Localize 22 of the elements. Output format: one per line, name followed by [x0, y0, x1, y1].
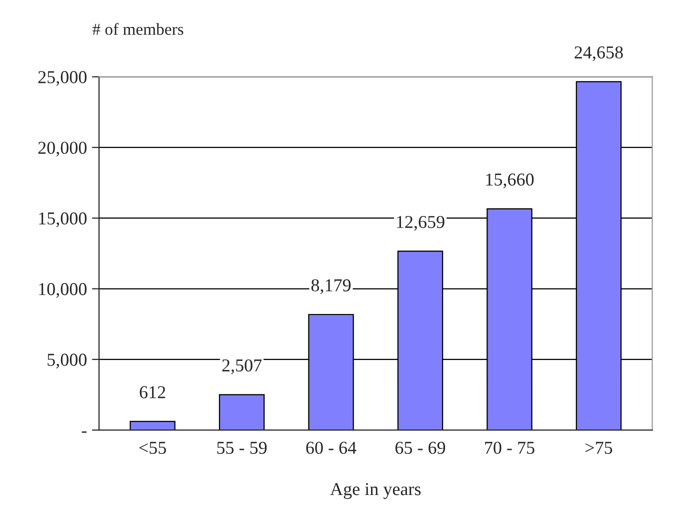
data-label: 612	[140, 386, 166, 398]
y-tick-label: 10,000	[39, 283, 87, 298]
x-tick-label: 65 - 69	[395, 442, 446, 454]
y-axis-title: # of members	[92, 22, 184, 35]
x-tick-label: 60 - 64	[306, 442, 356, 454]
x-tick-label: <55	[139, 442, 166, 454]
y-tick-label: 5,000	[48, 354, 87, 368]
y-tick-label: 15,000	[39, 212, 87, 228]
data-label: 15,660	[486, 173, 534, 188]
y-tick-label: -	[82, 431, 87, 433]
x-tick-label: 55 - 59	[217, 442, 267, 454]
x-axis-title: Age in years	[330, 483, 421, 499]
y-tick-label: 20,000	[38, 142, 87, 156]
y-tick-label: 25,000	[38, 71, 87, 86]
x-tick-label: 70 - 75	[485, 442, 534, 454]
data-label: 24,658	[574, 46, 623, 62]
data-label: 8,179	[311, 279, 351, 294]
x-tick-label: >75	[586, 442, 612, 454]
bar	[218, 394, 265, 430]
bar	[130, 420, 176, 430]
data-label: 2,507	[222, 359, 262, 374]
data-label: 12,659	[397, 216, 444, 231]
